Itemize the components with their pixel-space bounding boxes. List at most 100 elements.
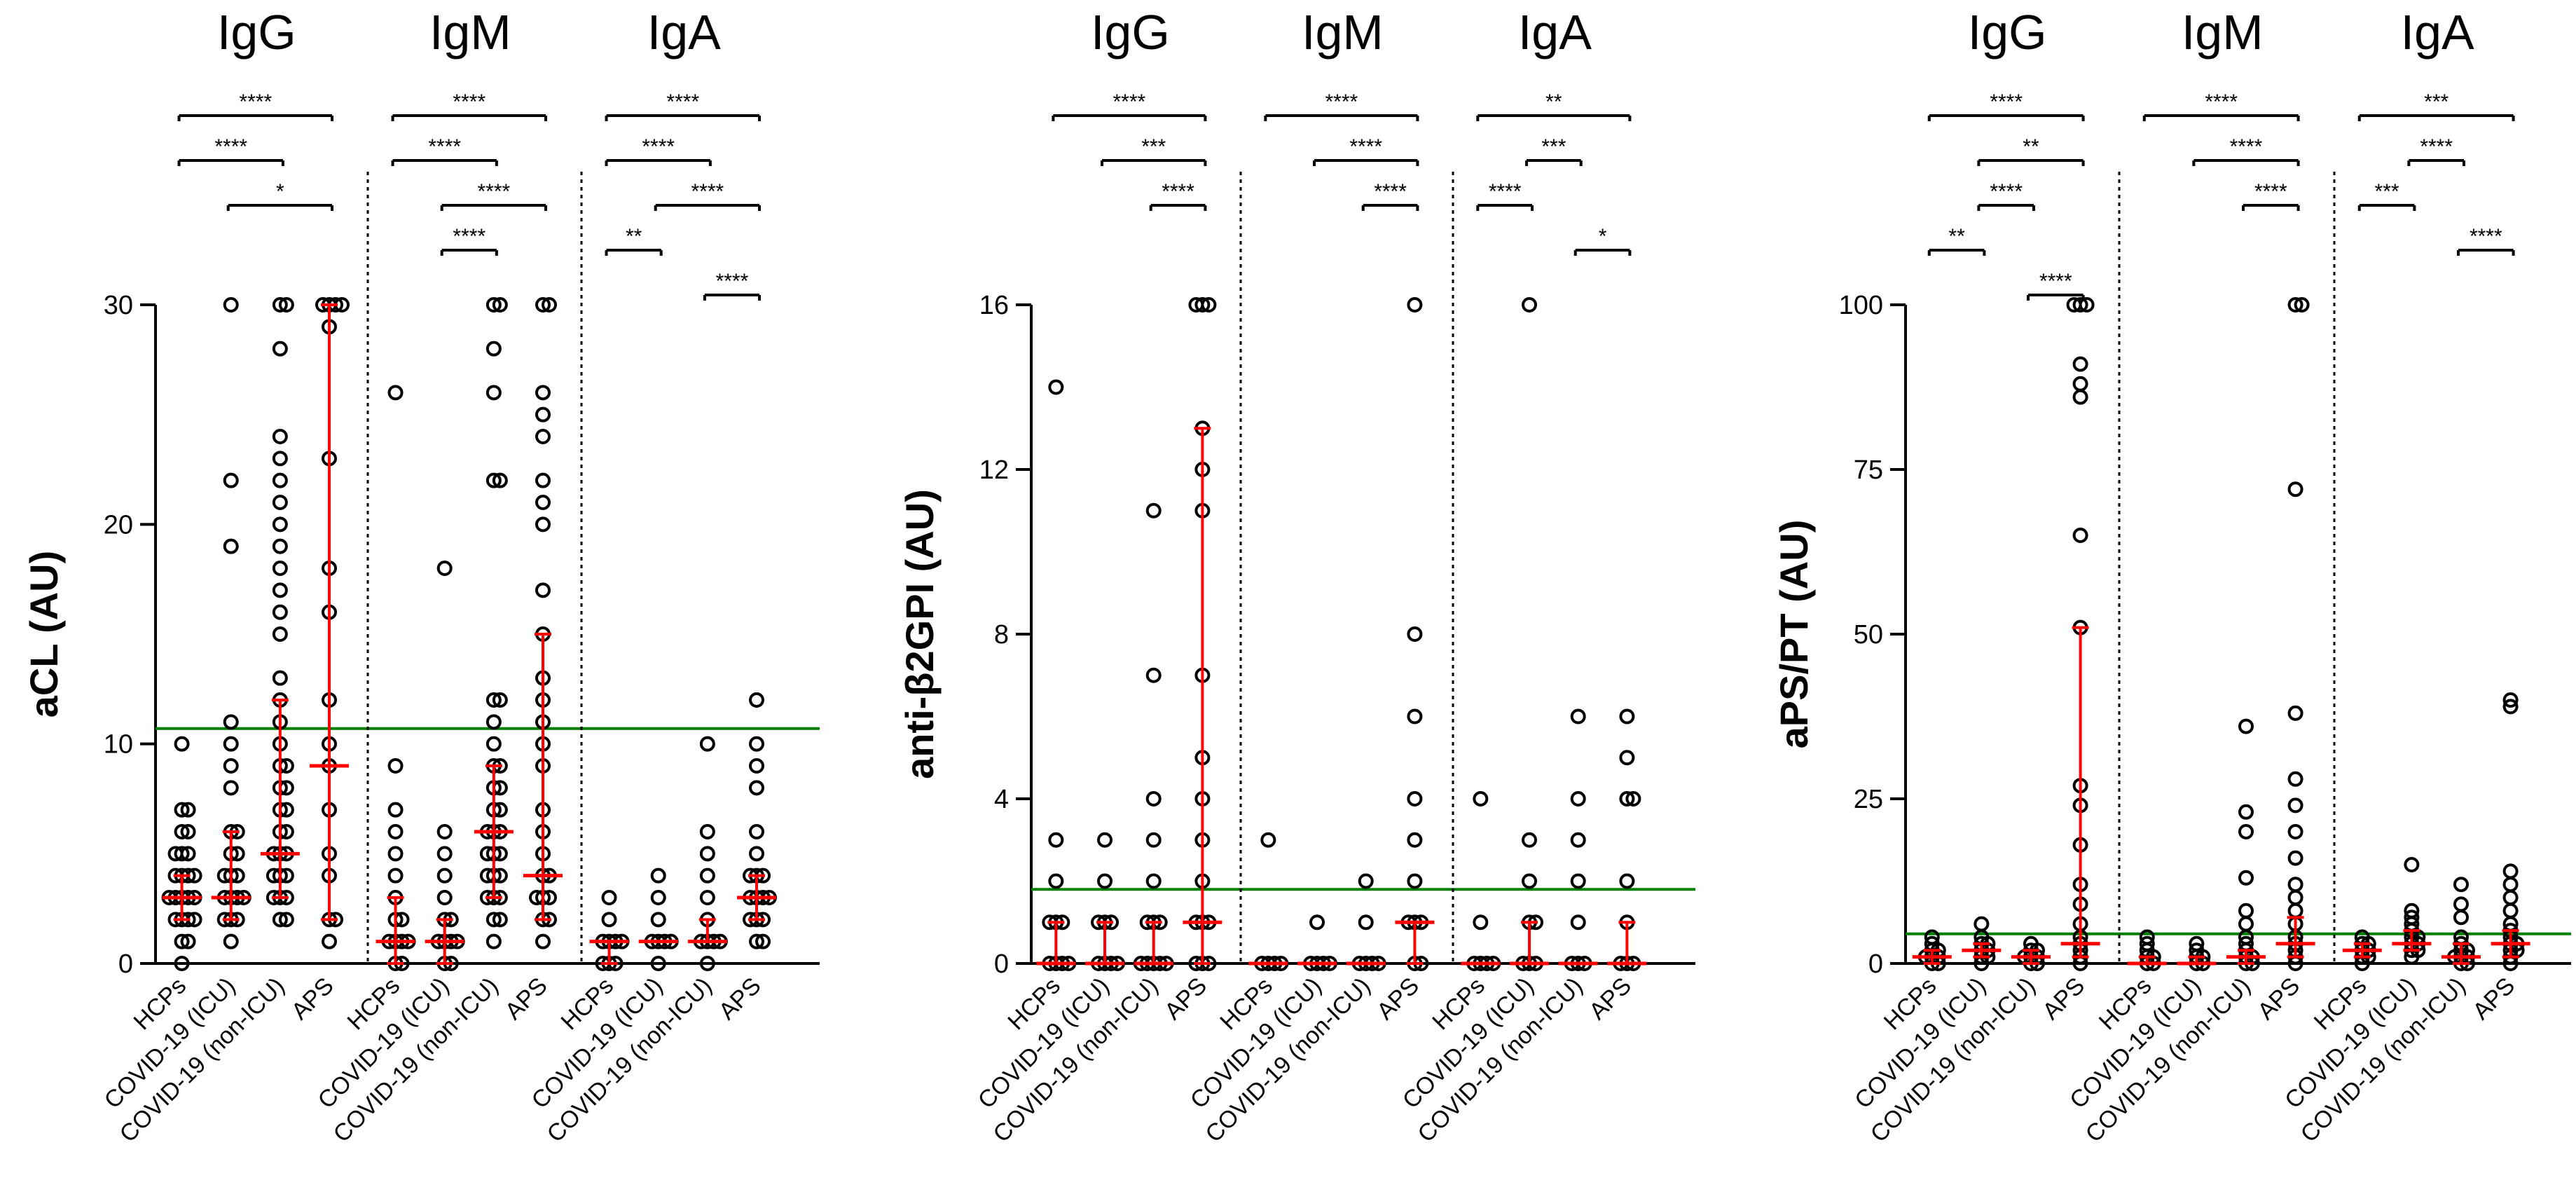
significance-label: *** bbox=[2424, 90, 2448, 114]
data-point bbox=[749, 933, 764, 949]
data-point bbox=[1407, 297, 1423, 313]
data-point bbox=[1048, 873, 1064, 889]
data-point bbox=[387, 824, 404, 839]
data-point bbox=[1522, 832, 1538, 848]
significance-label: **** bbox=[2039, 270, 2072, 293]
data-point bbox=[2287, 771, 2303, 787]
data-point bbox=[485, 692, 502, 708]
significance-label: **** bbox=[1489, 180, 1522, 203]
data-point bbox=[2502, 890, 2519, 905]
data-point bbox=[749, 846, 764, 862]
group-title: IgG bbox=[1091, 5, 1170, 60]
data-point bbox=[2404, 903, 2420, 919]
significance-label: **** bbox=[239, 90, 272, 114]
data-point bbox=[749, 736, 764, 752]
data-point bbox=[174, 802, 190, 818]
data-point bbox=[535, 297, 551, 313]
data-point bbox=[535, 582, 551, 598]
data-point bbox=[1924, 929, 1940, 945]
data-point bbox=[2502, 863, 2519, 879]
data-point bbox=[436, 867, 453, 884]
data-point bbox=[2066, 297, 2082, 313]
data-point bbox=[1407, 626, 1423, 642]
data-point bbox=[1619, 873, 1635, 889]
data-point bbox=[699, 824, 715, 839]
significance-label: **** bbox=[642, 135, 675, 158]
data-point bbox=[755, 933, 771, 949]
data-point bbox=[749, 692, 764, 708]
data-point bbox=[650, 890, 666, 905]
significance-label: *** bbox=[1141, 135, 1166, 158]
data-point bbox=[485, 736, 502, 752]
data-point bbox=[223, 472, 239, 488]
group-title: IgG bbox=[1968, 5, 2047, 60]
data-point bbox=[749, 780, 764, 796]
data-point bbox=[1048, 379, 1064, 395]
significance-label: **** bbox=[1113, 90, 1146, 114]
data-point bbox=[650, 956, 666, 971]
data-point bbox=[535, 495, 551, 510]
data-point bbox=[542, 297, 557, 313]
data-point bbox=[174, 956, 190, 971]
data-point bbox=[2287, 797, 2303, 814]
group-title: IgM bbox=[1302, 5, 1384, 60]
data-point bbox=[436, 824, 453, 839]
y-tick-label: 20 bbox=[104, 510, 133, 540]
data-point bbox=[1522, 297, 1538, 313]
significance-label: ** bbox=[2023, 135, 2039, 158]
data-point bbox=[2287, 481, 2303, 497]
y-tick-label: 4 bbox=[994, 785, 1009, 814]
x-tick-label: APS bbox=[287, 973, 339, 1025]
data-point bbox=[272, 495, 288, 510]
data-point bbox=[174, 736, 190, 752]
y-axis-label: anti-β2GPI (AU) bbox=[897, 489, 942, 779]
data-point bbox=[2287, 903, 2303, 919]
data-point bbox=[272, 670, 288, 686]
significance-label: * bbox=[276, 180, 284, 203]
x-tick-label: APS bbox=[1372, 973, 1424, 1025]
data-point bbox=[278, 912, 294, 928]
data-point bbox=[272, 582, 288, 598]
data-point bbox=[2072, 297, 2088, 313]
data-point bbox=[272, 604, 288, 620]
x-tick-label: APS bbox=[2037, 973, 2090, 1025]
data-point bbox=[223, 736, 239, 752]
data-point bbox=[1625, 791, 1641, 807]
data-point bbox=[699, 846, 715, 862]
data-point bbox=[180, 824, 196, 839]
data-point bbox=[699, 890, 715, 905]
data-point bbox=[2287, 297, 2303, 313]
data-point bbox=[2238, 824, 2254, 839]
data-point bbox=[2238, 916, 2254, 932]
data-point bbox=[492, 297, 508, 313]
data-point bbox=[1358, 914, 1374, 931]
data-point bbox=[436, 890, 453, 905]
y-tick-label: 12 bbox=[979, 455, 1009, 485]
data-point bbox=[485, 912, 502, 928]
x-tick-label: APS bbox=[2467, 973, 2520, 1025]
data-point bbox=[2072, 376, 2088, 392]
data-point bbox=[1407, 708, 1423, 725]
data-point bbox=[1407, 832, 1423, 848]
data-point bbox=[223, 297, 239, 313]
significance-label: **** bbox=[2420, 135, 2453, 158]
data-point bbox=[272, 538, 288, 554]
data-point bbox=[322, 933, 337, 949]
data-point bbox=[1145, 791, 1162, 807]
y-tick-label: 30 bbox=[104, 291, 133, 320]
data-point bbox=[650, 912, 666, 928]
group-title: IgA bbox=[2401, 5, 2474, 60]
data-point bbox=[387, 758, 404, 774]
data-point bbox=[1619, 750, 1635, 766]
significance-label: **** bbox=[428, 135, 461, 158]
data-point bbox=[1188, 297, 1204, 313]
y-tick-label: 75 bbox=[1854, 455, 1883, 485]
data-point bbox=[535, 516, 551, 533]
data-point bbox=[272, 912, 288, 928]
data-point bbox=[1570, 832, 1586, 848]
data-point bbox=[180, 933, 196, 949]
data-point bbox=[272, 451, 288, 467]
y-tick-label: 10 bbox=[104, 730, 133, 760]
y-tick-label: 25 bbox=[1854, 785, 1883, 814]
